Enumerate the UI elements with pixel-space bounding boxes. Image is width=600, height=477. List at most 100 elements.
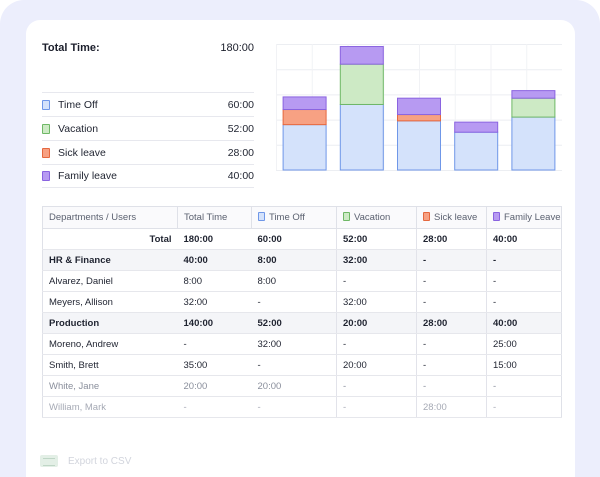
time-cell: - (251, 291, 337, 313)
time-cell: - (486, 291, 562, 313)
row-name-cell: White, Jane (42, 375, 178, 397)
table-body: Total 180:00 60:00 52:00 28:00 40:00 HR & Fina… (42, 228, 562, 418)
time-cell: 25:00 (486, 333, 562, 355)
bar-segment[interactable] (282, 109, 327, 126)
summary-row-label: Time Off (58, 98, 98, 111)
bar-segment[interactable] (339, 46, 384, 65)
time-cell: - (486, 396, 562, 418)
summary-row-label: Sick leave (58, 146, 106, 159)
summary-row: Time Off 60:00 (42, 92, 254, 116)
time-cell: - (336, 333, 417, 355)
bar-segment[interactable] (454, 121, 499, 133)
summary-row-left: Family leave (42, 170, 117, 182)
legend-swatch-icon (423, 212, 430, 221)
chart-svg (276, 44, 562, 171)
time-cell: - (416, 354, 487, 376)
time-cell: - (486, 249, 562, 271)
column-header-label: Sick leave (434, 212, 478, 223)
csv-file-icon (40, 455, 58, 467)
column-header-label: Family Leave (504, 212, 561, 223)
time-cell: - (336, 375, 417, 397)
row-name-cell: Moreno, Andrew (42, 333, 178, 355)
column-header[interactable]: Vacation (336, 206, 417, 229)
time-cell: 40:00 (486, 312, 562, 334)
user-row[interactable]: Smith, Brett 35:00-20:00-15:00 (42, 354, 562, 376)
bar-segment[interactable] (397, 114, 441, 122)
column-header[interactable]: Time Off (251, 206, 337, 229)
column-header[interactable]: Departments / Users (42, 206, 178, 229)
time-cell: 52:00 (336, 228, 417, 250)
legend-swatch-icon (343, 212, 350, 221)
time-off-report-card: Total Time: 180:00 Time Off 60:00 Vacation… (26, 20, 575, 477)
bar-segment[interactable] (339, 103, 384, 171)
summary-row-left: Vacation (42, 123, 98, 135)
column-header[interactable]: Family Leave (486, 206, 562, 229)
time-cell: 8:00 (251, 270, 337, 292)
column-header-label: Vacation (354, 212, 391, 223)
time-cell: 32:00 (336, 291, 417, 313)
user-row[interactable]: Moreno, Andrew -32:00- -25:00 (42, 333, 562, 355)
time-cell: - (416, 270, 487, 292)
summary-row: Family leave 40:00 (42, 164, 254, 188)
legend-swatch-icon (42, 171, 50, 181)
time-cell: 20:00 (251, 375, 337, 397)
summary-row-value: 60:00 (227, 98, 254, 111)
total-time-row: Total Time: 180:00 (42, 38, 254, 58)
bar-segment[interactable] (454, 131, 499, 171)
bar-segment[interactable] (511, 116, 556, 171)
column-header-label: Departments / Users (49, 212, 137, 223)
department-row[interactable]: Production 140:00 52:00 20:00 28:00 40:00 (42, 312, 562, 334)
row-name-cell: William, Mark (42, 396, 178, 418)
time-cell: 180:00 (177, 228, 252, 250)
legend-swatch-icon (493, 212, 500, 221)
user-row[interactable]: Alvarez, Daniel 8:00 8:00- - - (42, 270, 562, 292)
row-name-cell: Smith, Brett (42, 354, 178, 376)
total-time-value: 180:00 (220, 42, 254, 54)
column-header-label: Total Time (184, 212, 228, 223)
legend-swatch-icon (42, 147, 50, 158)
row-name-cell: Meyers, Allison (42, 291, 178, 313)
time-cell: - (336, 270, 417, 292)
time-cell: 8:00 (177, 270, 252, 292)
row-name-cell: Total (42, 228, 178, 250)
column-header[interactable]: Total Time (177, 206, 252, 229)
summary-panel: Total Time: 180:00 Time Off 60:00 Vacation… (42, 38, 254, 188)
time-cell: - (177, 333, 252, 355)
bar-segment[interactable] (397, 120, 441, 171)
column-header-label: Time Off (269, 212, 305, 223)
legend-swatch-icon (42, 99, 50, 110)
user-row[interactable]: Meyers, Allison 32:00-32:00- - (42, 291, 562, 313)
time-cell: - (416, 333, 487, 355)
row-name-cell: Alvarez, Daniel (42, 270, 178, 292)
user-row[interactable]: White, Jane 20:00 20:00- - - (42, 375, 562, 397)
stacked-bar-chart (276, 44, 562, 172)
total-row[interactable]: Total 180:00 60:00 52:00 28:00 40:00 (42, 228, 562, 250)
legend-swatch-icon (42, 123, 50, 134)
department-row[interactable]: HR & Finance 40:00 8:00 32:00- - (42, 249, 562, 271)
time-cell: 20:00 (336, 354, 417, 376)
user-row[interactable]: William, Mark - - -28:00- (42, 396, 562, 418)
bar-segment[interactable] (397, 97, 441, 116)
bar-segment[interactable] (511, 97, 556, 118)
time-cell: 52:00 (251, 312, 337, 334)
legend-swatch-icon (258, 212, 265, 221)
time-cell: - (251, 354, 337, 376)
summary-row: Vacation 52:00 (42, 116, 254, 140)
time-cell: 32:00 (336, 249, 417, 271)
summary-row-value: 28:00 (227, 146, 254, 159)
time-cell: 28:00 (416, 396, 487, 418)
bar-segment[interactable] (282, 96, 327, 111)
bar-segment[interactable] (511, 90, 556, 99)
column-header[interactable]: Sick leave (416, 206, 487, 229)
time-cell: - (486, 270, 562, 292)
time-cell: 28:00 (416, 312, 487, 334)
export-csv-button[interactable]: Export to CSV (40, 455, 131, 467)
bar-segment[interactable] (339, 63, 384, 105)
time-cell: - (336, 396, 417, 418)
time-cell: - (486, 375, 562, 397)
time-cell: 140:00 (177, 312, 252, 334)
time-cell: 32:00 (251, 333, 337, 355)
bar-segment[interactable] (282, 124, 327, 171)
time-cell: - (416, 249, 487, 271)
time-cell: - (251, 396, 337, 418)
